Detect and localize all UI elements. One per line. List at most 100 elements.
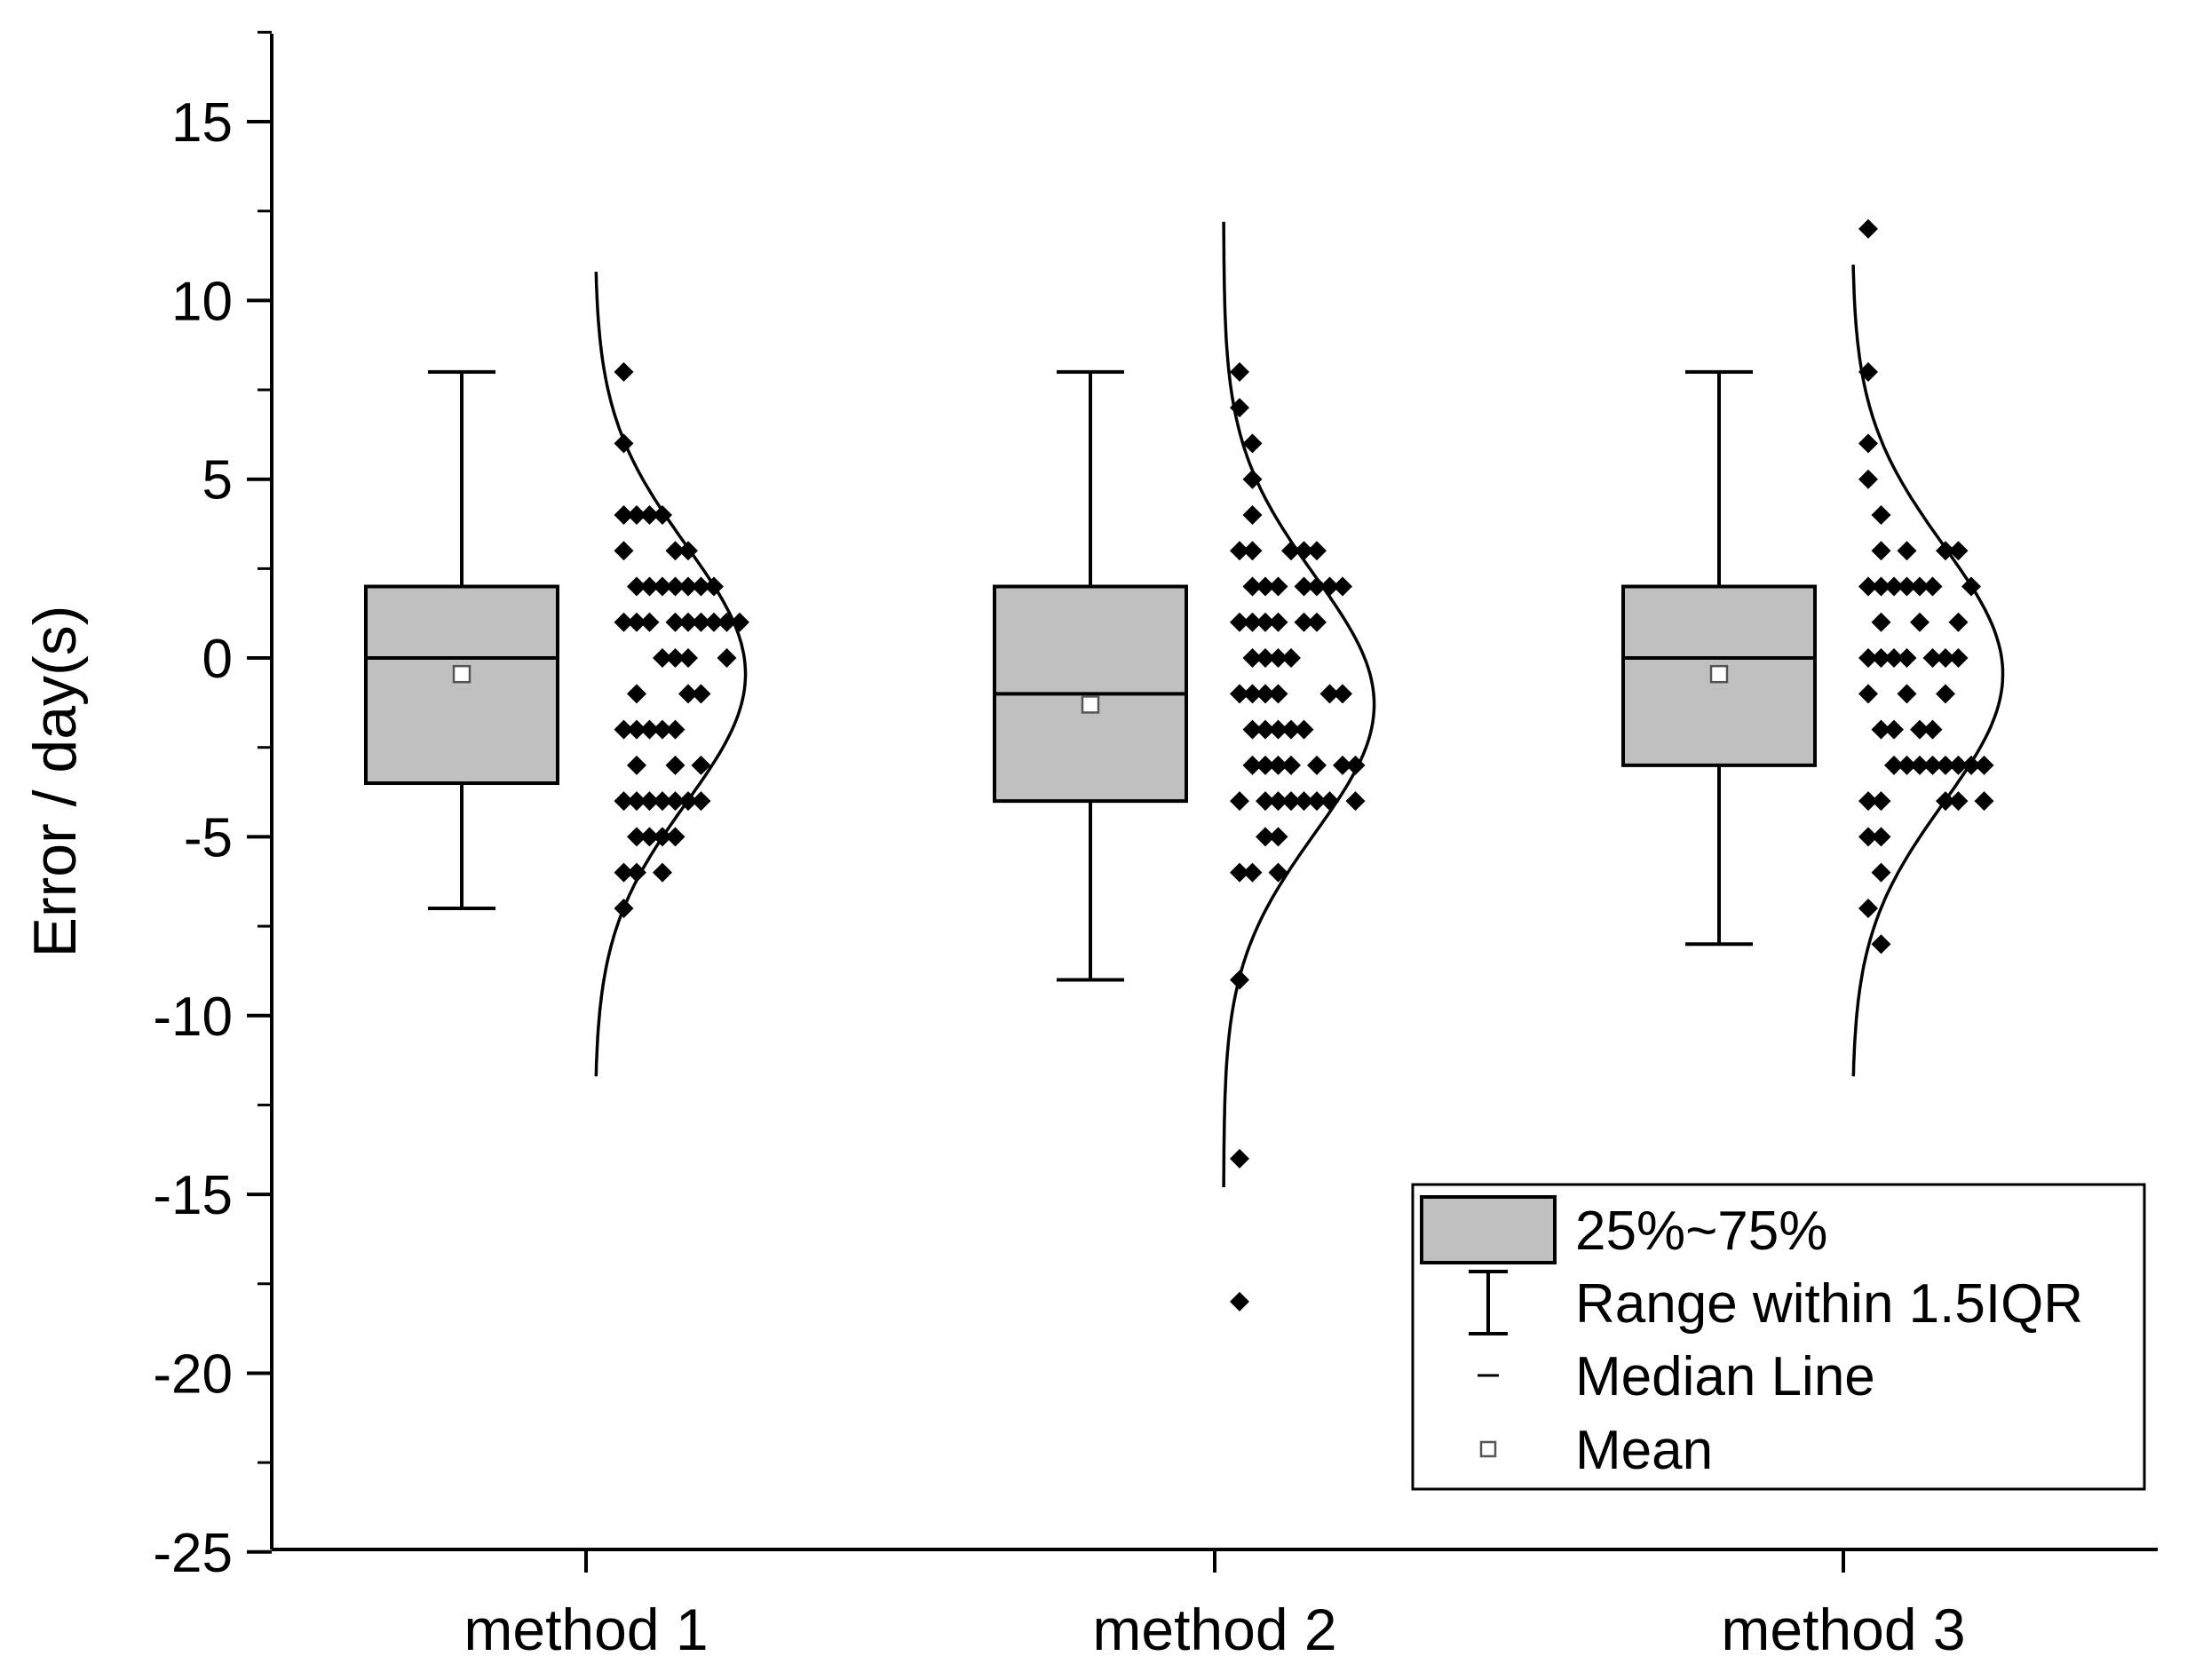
data-point xyxy=(1281,541,1301,561)
data-point xyxy=(678,576,698,597)
data-point xyxy=(1961,576,1981,597)
data-point xyxy=(678,684,698,704)
data-point xyxy=(614,612,634,632)
data-point xyxy=(1281,755,1301,775)
data-point xyxy=(653,862,672,883)
normal-curves xyxy=(594,221,2005,1188)
data-point xyxy=(1256,791,1275,812)
data-point xyxy=(1884,576,1904,597)
mean-marker xyxy=(1709,664,1729,684)
data-point xyxy=(1242,504,1263,525)
y-tick-label: -20 xyxy=(153,1343,233,1405)
data-point xyxy=(1319,576,1340,597)
data-point xyxy=(627,576,646,597)
data-point xyxy=(1242,576,1263,597)
data-point xyxy=(1871,504,1891,525)
data-point xyxy=(1936,541,1955,561)
data-point xyxy=(614,433,634,454)
data-point xyxy=(1281,648,1301,669)
data-point xyxy=(1974,755,1994,775)
data-point xyxy=(1936,755,1955,775)
data-point xyxy=(665,576,685,597)
data-point xyxy=(1910,612,1929,632)
legend-label: Median Line xyxy=(1575,1346,1875,1407)
data-point xyxy=(639,504,660,525)
data-point xyxy=(1256,612,1275,632)
data-point xyxy=(653,648,672,669)
data-point xyxy=(1230,1148,1249,1169)
points-3 xyxy=(1858,218,1994,955)
data-point xyxy=(691,684,711,704)
data-point xyxy=(1268,576,1288,597)
normal-curve-2 xyxy=(1222,221,1376,1188)
y-tick-label: 15 xyxy=(171,92,233,154)
data-point xyxy=(665,827,685,847)
data-point xyxy=(717,612,737,632)
data-point xyxy=(1871,719,1891,740)
data-point xyxy=(1333,755,1352,775)
data-point xyxy=(653,576,672,597)
data-point xyxy=(1858,898,1878,918)
data-point xyxy=(1294,791,1314,812)
data-point xyxy=(1910,719,1929,740)
data-point xyxy=(1256,648,1275,669)
data-point xyxy=(1948,612,1969,632)
data-point xyxy=(1897,684,1917,704)
y-tick-label: -10 xyxy=(153,987,233,1048)
data-point xyxy=(1922,576,1943,597)
data-point xyxy=(627,684,646,704)
data-point xyxy=(614,719,634,740)
data-point xyxy=(665,612,685,632)
data-point xyxy=(1256,719,1275,740)
data-point xyxy=(1936,648,1955,669)
data-point xyxy=(1884,719,1904,740)
data-point xyxy=(1333,684,1352,704)
data-point xyxy=(614,541,634,561)
y-tick-label: -25 xyxy=(153,1523,233,1584)
data-point xyxy=(1858,684,1878,704)
legend: 25%~75% Range within 1.5IQR Median Line Mea… xyxy=(1411,1183,2146,1491)
data-point xyxy=(1242,433,1263,454)
data-point xyxy=(639,576,660,597)
data-point xyxy=(665,791,685,812)
data-point xyxy=(627,612,646,632)
data-point xyxy=(730,612,749,632)
data-point xyxy=(1858,361,1878,382)
data-point xyxy=(1242,719,1263,740)
data-point xyxy=(1871,791,1891,812)
data-point xyxy=(1858,648,1878,669)
data-point xyxy=(1230,684,1249,704)
data-point xyxy=(1910,755,1929,775)
data-point xyxy=(639,719,660,740)
data-point xyxy=(1242,648,1263,669)
box-plot-2 xyxy=(993,369,1188,982)
points-1 xyxy=(614,361,749,918)
legend-label: Range within 1.5IQR xyxy=(1575,1273,2083,1335)
y-axis-ticks: 15 10 5 0 -5 -10 -15 -20 -25 xyxy=(153,30,272,1584)
y-tick-label: 5 xyxy=(202,450,233,511)
data-point xyxy=(639,827,660,847)
data-point xyxy=(1242,469,1263,489)
normal-curve-1 xyxy=(594,272,748,1077)
iqr-box xyxy=(364,584,559,785)
data-point xyxy=(1242,541,1263,561)
data-point xyxy=(1268,791,1288,812)
box-plot-3 xyxy=(1621,369,1817,947)
data-point xyxy=(678,612,698,632)
data-point xyxy=(1242,755,1263,775)
data-point xyxy=(1307,755,1327,775)
data-point xyxy=(1922,755,1943,775)
data-point xyxy=(1242,612,1263,632)
normal-curve-3 xyxy=(1851,265,2005,1077)
data-point xyxy=(1884,648,1904,669)
data-point xyxy=(1961,755,1981,775)
data-point xyxy=(1307,612,1327,632)
data-point xyxy=(1922,719,1943,740)
data-point xyxy=(639,612,660,632)
data-point xyxy=(691,791,711,812)
legend-mean-swatch xyxy=(1479,1440,1497,1458)
legend-box-swatch xyxy=(1420,1195,1557,1264)
data-point xyxy=(1858,218,1878,239)
data-point xyxy=(1268,612,1288,632)
data-point xyxy=(1871,648,1891,669)
